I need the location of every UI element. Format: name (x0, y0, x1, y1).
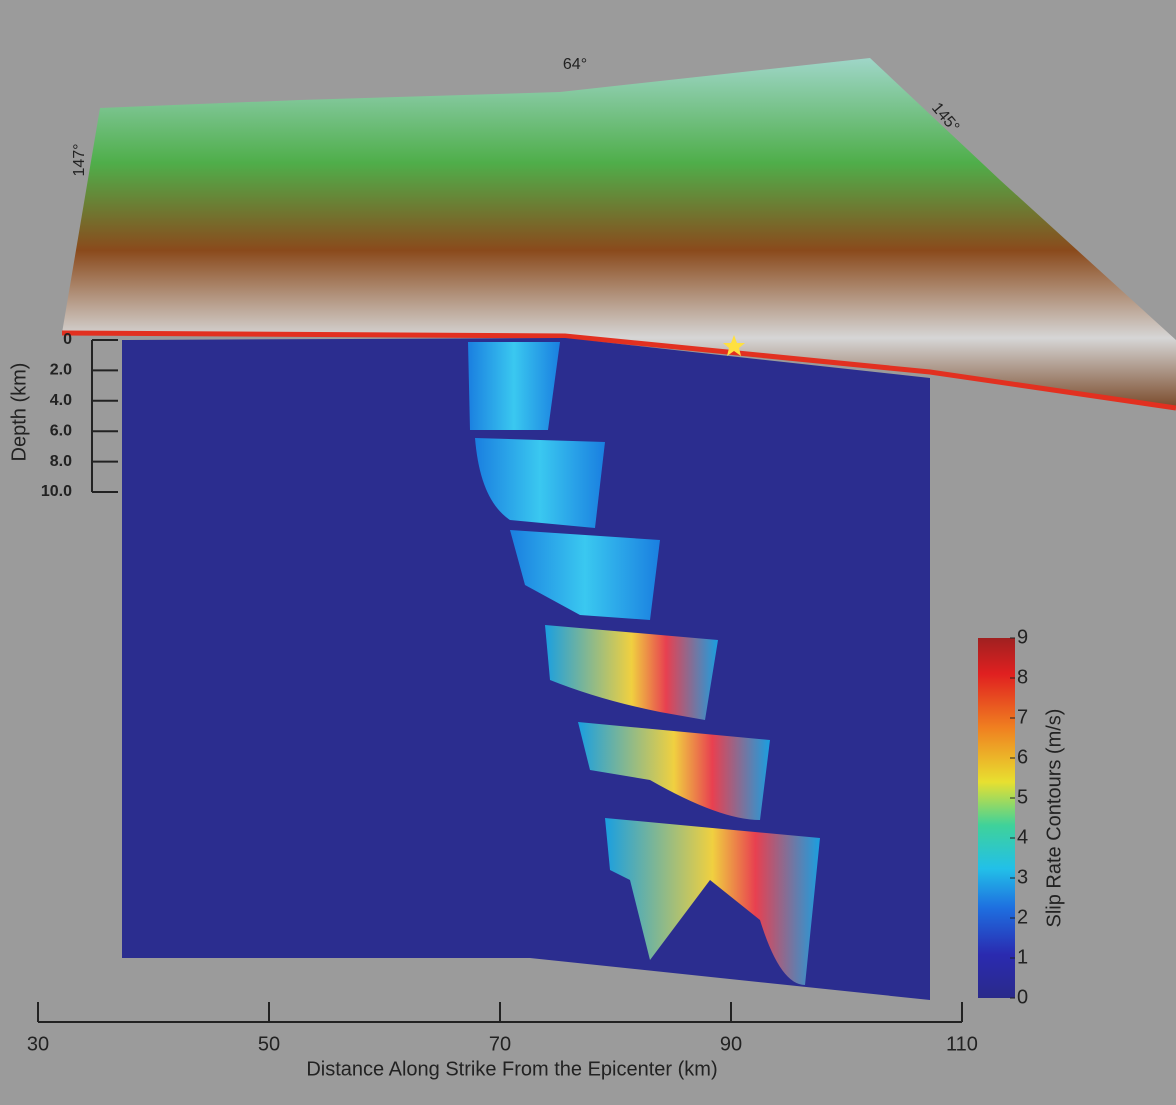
y-tick-label: 8.0 (50, 453, 72, 470)
colorbar-tick-label: 0 (1017, 986, 1028, 1008)
colorbar-tick-label: 5 (1017, 786, 1028, 808)
colorbar-label: Slip Rate Contours (m/s) (1043, 709, 1065, 928)
colorbar (978, 638, 1015, 998)
slip-patch (468, 342, 560, 430)
y-tick-label: 0 (63, 331, 72, 348)
y-tick-label: 4.0 (50, 392, 72, 409)
x-tick-label: 90 (720, 1033, 742, 1055)
depth-axis-label: Depth (km) (8, 363, 30, 462)
x-tick-label: 70 (489, 1033, 511, 1055)
x-tick-label: 110 (946, 1033, 978, 1055)
colorbar-tick-label: 9 (1017, 626, 1028, 648)
y-tick-label: 6.0 (50, 422, 72, 439)
y-tick-label: 2.0 (50, 362, 72, 379)
map-label: 147° (71, 143, 88, 176)
y-tick-label: 10.0 (41, 483, 72, 500)
figure: 64° 145° 147° Depth (km) Distance Along … (0, 0, 1176, 1105)
colorbar-tick-label: 2 (1017, 906, 1028, 928)
x-tick-label: 50 (258, 1033, 280, 1055)
x-tick-label: 30 (27, 1033, 49, 1055)
colorbar-tick-label: 1 (1017, 946, 1028, 968)
colorbar-tick-label: 3 (1017, 866, 1028, 888)
distance-axis-label: Distance Along Strike From the Epicenter… (306, 1058, 717, 1080)
colorbar-tick-label: 7 (1017, 706, 1028, 728)
colorbar-tick-label: 4 (1017, 826, 1028, 848)
colorbar-tick-label: 6 (1017, 746, 1028, 768)
map-label: 64° (563, 56, 587, 73)
colorbar-tick-label: 8 (1017, 666, 1028, 688)
